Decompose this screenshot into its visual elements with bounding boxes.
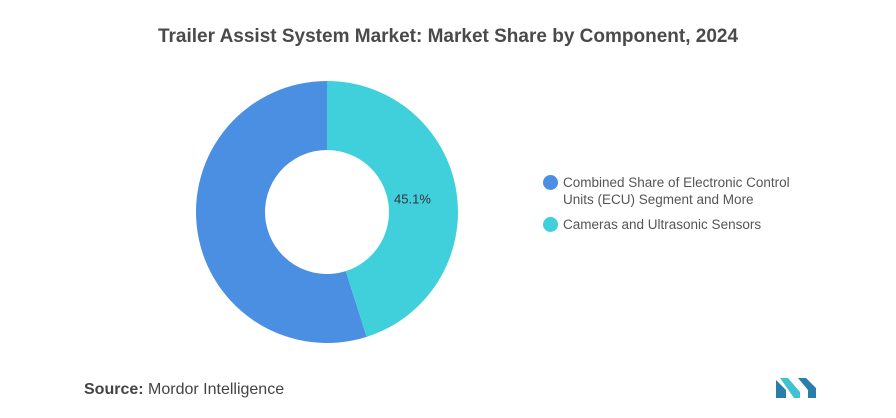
slice-cameras-ultrasonic	[327, 81, 459, 337]
legend-item-ecu: Combined Share of Electronic Control Uni…	[543, 174, 823, 208]
chart-legend: Combined Share of Electronic Control Uni…	[543, 174, 823, 241]
data-label-cameras: 45.1%	[394, 192, 431, 207]
logo-shape-mid	[780, 378, 800, 398]
legend-label-ecu: Combined Share of Electronic Control Uni…	[563, 175, 790, 207]
chart-title: Trailer Assist System Market: Market Sha…	[157, 26, 739, 47]
source-note: Source: Mordor Intelligence	[84, 381, 284, 399]
mordor-intelligence-logo-icon	[776, 378, 816, 398]
legend-marker-ecu	[543, 175, 558, 190]
source-label: Source:	[84, 381, 144, 398]
source-text: Mordor Intelligence	[148, 381, 285, 398]
legend-item-cameras: Cameras and Ultrasonic Sensors	[543, 216, 823, 233]
logo-shape-right	[798, 378, 816, 398]
legend-label-cameras: Cameras and Ultrasonic Sensors	[563, 217, 762, 232]
logo-shape-left	[776, 380, 786, 398]
slice-ecu-and-more	[196, 81, 367, 343]
legend-marker-cameras	[543, 217, 558, 232]
